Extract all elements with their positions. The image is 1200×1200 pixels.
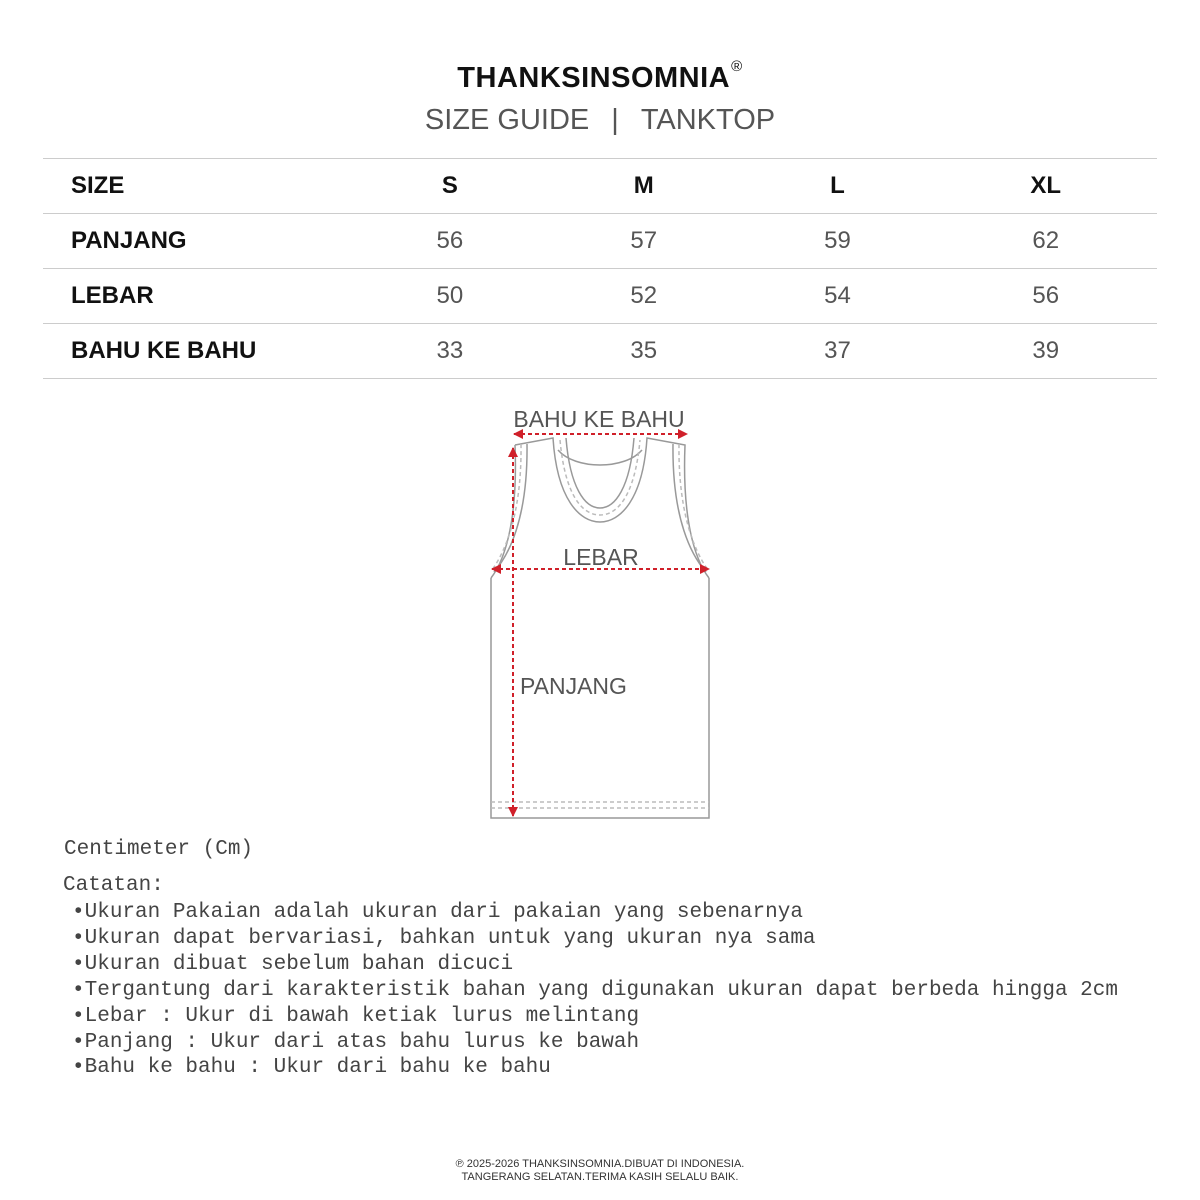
footer-line-1: ℗ 2025-2026 THANKSINSOMNIA.DIBUAT DI IND… (455, 1158, 745, 1170)
note-text: Bahu ke bahu : Ukur dari bahu ke bahu (84, 1056, 551, 1080)
row-label: PANJANG (43, 213, 353, 269)
table-cell: 62 (934, 213, 1157, 269)
note-text: Ukuran dapat bervariasi, bahkan untuk ya… (84, 926, 816, 950)
table-cell: 39 (934, 323, 1157, 379)
subtitle: SIZE GUIDE | TANKTOP (0, 104, 1200, 137)
brand-name: THANKSINSOMNIA (457, 62, 731, 94)
table-header-row: SIZE S M L XL (43, 158, 1157, 214)
note-item: •Bahu ke bahu : Ukur dari bahu ke bahu (72, 1056, 551, 1080)
note-text: Lebar : Ukur di bawah ketiak lurus melin… (84, 1004, 640, 1028)
row-label: LEBAR (43, 268, 353, 324)
table-cell: 57 (546, 213, 741, 269)
note-item: •Lebar : Ukur di bawah ketiak lurus meli… (72, 1004, 640, 1028)
subtitle-separator: | (611, 104, 619, 136)
lebar-label: LEBAR (563, 544, 638, 570)
subtitle-size-guide: SIZE GUIDE (424, 104, 590, 136)
note-text: Panjang : Ukur dari atas bahu lurus ke b… (84, 1030, 640, 1054)
table-cell: 59 (740, 213, 935, 269)
unit-label: Centimeter (Cm) (64, 838, 254, 861)
table-cell: 50 (353, 268, 547, 324)
table-cell: 56 (353, 213, 547, 269)
footer: ℗ 2025-2026 THANKSINSOMNIA.DIBUAT DI IND… (0, 1158, 1200, 1184)
note-text: Ukuran Pakaian adalah ukuran dari pakaia… (84, 901, 803, 924)
subtitle-product: TANKTOP (640, 104, 776, 136)
panjang-label: PANJANG (520, 673, 627, 699)
registered-mark: ® (731, 58, 743, 75)
brand-title: THANKSINSOMNIA® (0, 58, 1200, 95)
size-table: SIZE S M L XL PANJANG 56 57 59 62 LEBAR … (43, 158, 1157, 379)
note-item: •Ukuran dibuat sebelum bahan dicuci (72, 952, 514, 976)
table-cell: 33 (353, 323, 547, 379)
note-item: •Ukuran dapat bervariasi, bahkan untuk y… (72, 926, 816, 950)
note-item: •Panjang : Ukur dari atas bahu lurus ke … (72, 1030, 640, 1054)
table-cell: 56 (934, 268, 1157, 324)
header-cell: M (546, 158, 741, 214)
table-cell: 37 (740, 323, 935, 379)
bahu-label: BAHU KE BAHU (513, 406, 684, 432)
tanktop-outline (490, 437, 710, 819)
table-row: PANJANG 56 57 59 62 (43, 213, 1157, 269)
table-row: LEBAR 50 52 54 56 (43, 268, 1157, 324)
table-row: BAHU KE BAHU 33 35 37 39 (43, 323, 1157, 379)
note-item: •Tergantung dari karakteristik bahan yan… (72, 978, 1118, 1002)
note-text: Tergantung dari karakteristik bahan yang… (84, 978, 1118, 1002)
row-label: BAHU KE BAHU (43, 323, 353, 379)
table-cell: 52 (546, 268, 741, 324)
note-item: •Ukuran Pakaian adalah ukuran dari pakai… (72, 901, 803, 924)
header-cell: L (740, 158, 935, 214)
footer-line-2: TANGERANG SELATAN.TERIMA KASIH SELALU BA… (461, 1171, 739, 1183)
header-cell: SIZE (43, 158, 353, 214)
header-cell: S (353, 158, 547, 214)
table-cell: 54 (740, 268, 935, 324)
notes-title: Catatan: (63, 874, 164, 897)
measure-arrows (491, 429, 710, 817)
note-text: Ukuran dibuat sebelum bahan dicuci (84, 952, 514, 976)
header-cell: XL (934, 158, 1157, 214)
table-cell: 35 (546, 323, 741, 379)
notes-list: •Ukuran Pakaian adalah ukuran dari pakai… (72, 900, 1118, 1081)
